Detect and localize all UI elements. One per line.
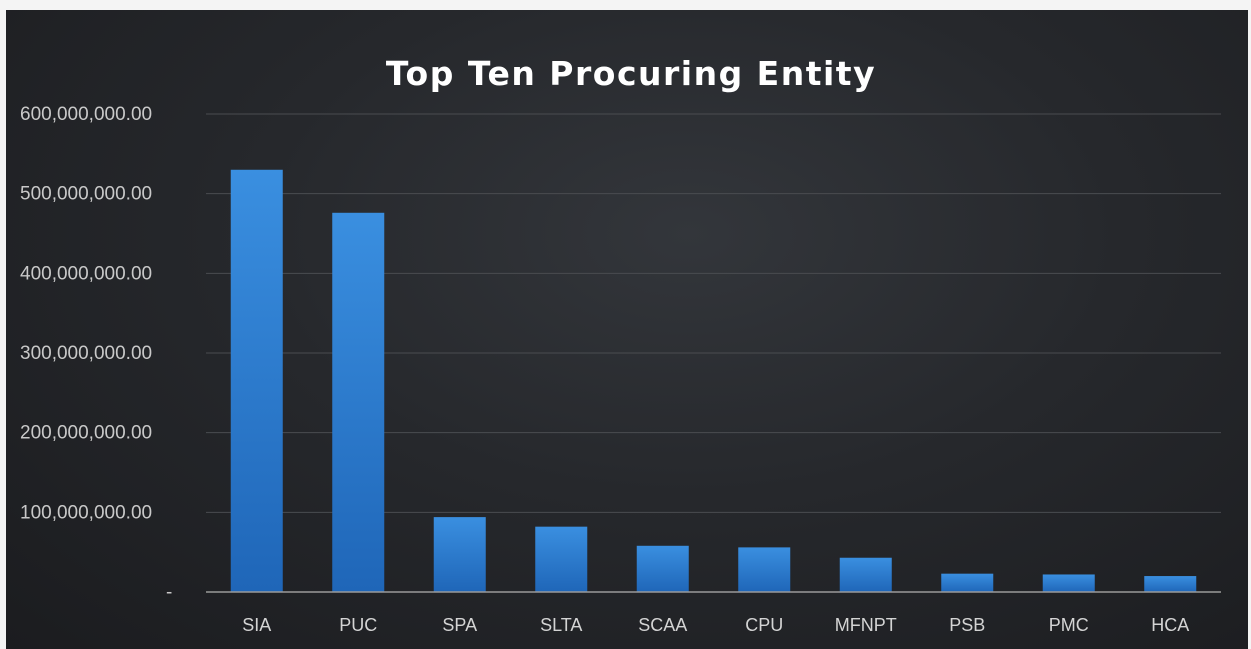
chart-title: Top Ten Procuring Entity	[386, 54, 876, 93]
y-tick-label: 300,000,000.00	[20, 343, 152, 364]
bar-puc	[332, 212, 385, 592]
y-tick-label: 500,000,000.00	[20, 184, 152, 205]
x-category-label: PUC	[339, 615, 377, 635]
bar-chart: Top Ten Procuring Entity - 100,000,000.00…	[20, 54, 1221, 635]
x-category-label: SCAA	[638, 615, 687, 635]
bar-scaa	[636, 545, 689, 592]
bar-hca	[1144, 576, 1197, 592]
x-category-label: PSB	[949, 615, 985, 635]
x-category-label: MFNPT	[835, 615, 897, 635]
y-tick-label: 400,000,000.00	[20, 263, 152, 284]
x-category-label: PMC	[1049, 615, 1089, 635]
x-category-label: HCA	[1151, 615, 1189, 635]
y-tick-label: 100,000,000.00	[20, 502, 152, 523]
bars	[230, 169, 1197, 592]
x-axis-category-labels: SIA PUC SPA SLTA SCAA CPU MFNPT PSB PMC HCA	[242, 615, 1189, 635]
chart-area: Top Ten Procuring Entity - 100,000,000.00…	[6, 10, 1248, 649]
y-axis-tick-labels: - 100,000,000.00 200,000,000.00 300,000,000…	[20, 104, 172, 603]
bar-slta	[535, 526, 588, 592]
y-tick-label: 600,000,000.00	[20, 104, 152, 125]
bar-spa	[433, 517, 486, 592]
bar-pmc	[1042, 574, 1095, 592]
bar-cpu	[738, 547, 791, 592]
bar-mfnpt	[839, 557, 892, 592]
y-tick-label: -	[166, 582, 172, 603]
bar-sia	[230, 169, 283, 592]
bar-psb	[941, 573, 994, 592]
x-category-label: SIA	[242, 615, 271, 635]
x-category-label: CPU	[745, 615, 783, 635]
x-category-label: SPA	[442, 615, 477, 635]
x-category-label: SLTA	[540, 615, 582, 635]
y-tick-label: 200,000,000.00	[20, 423, 152, 444]
